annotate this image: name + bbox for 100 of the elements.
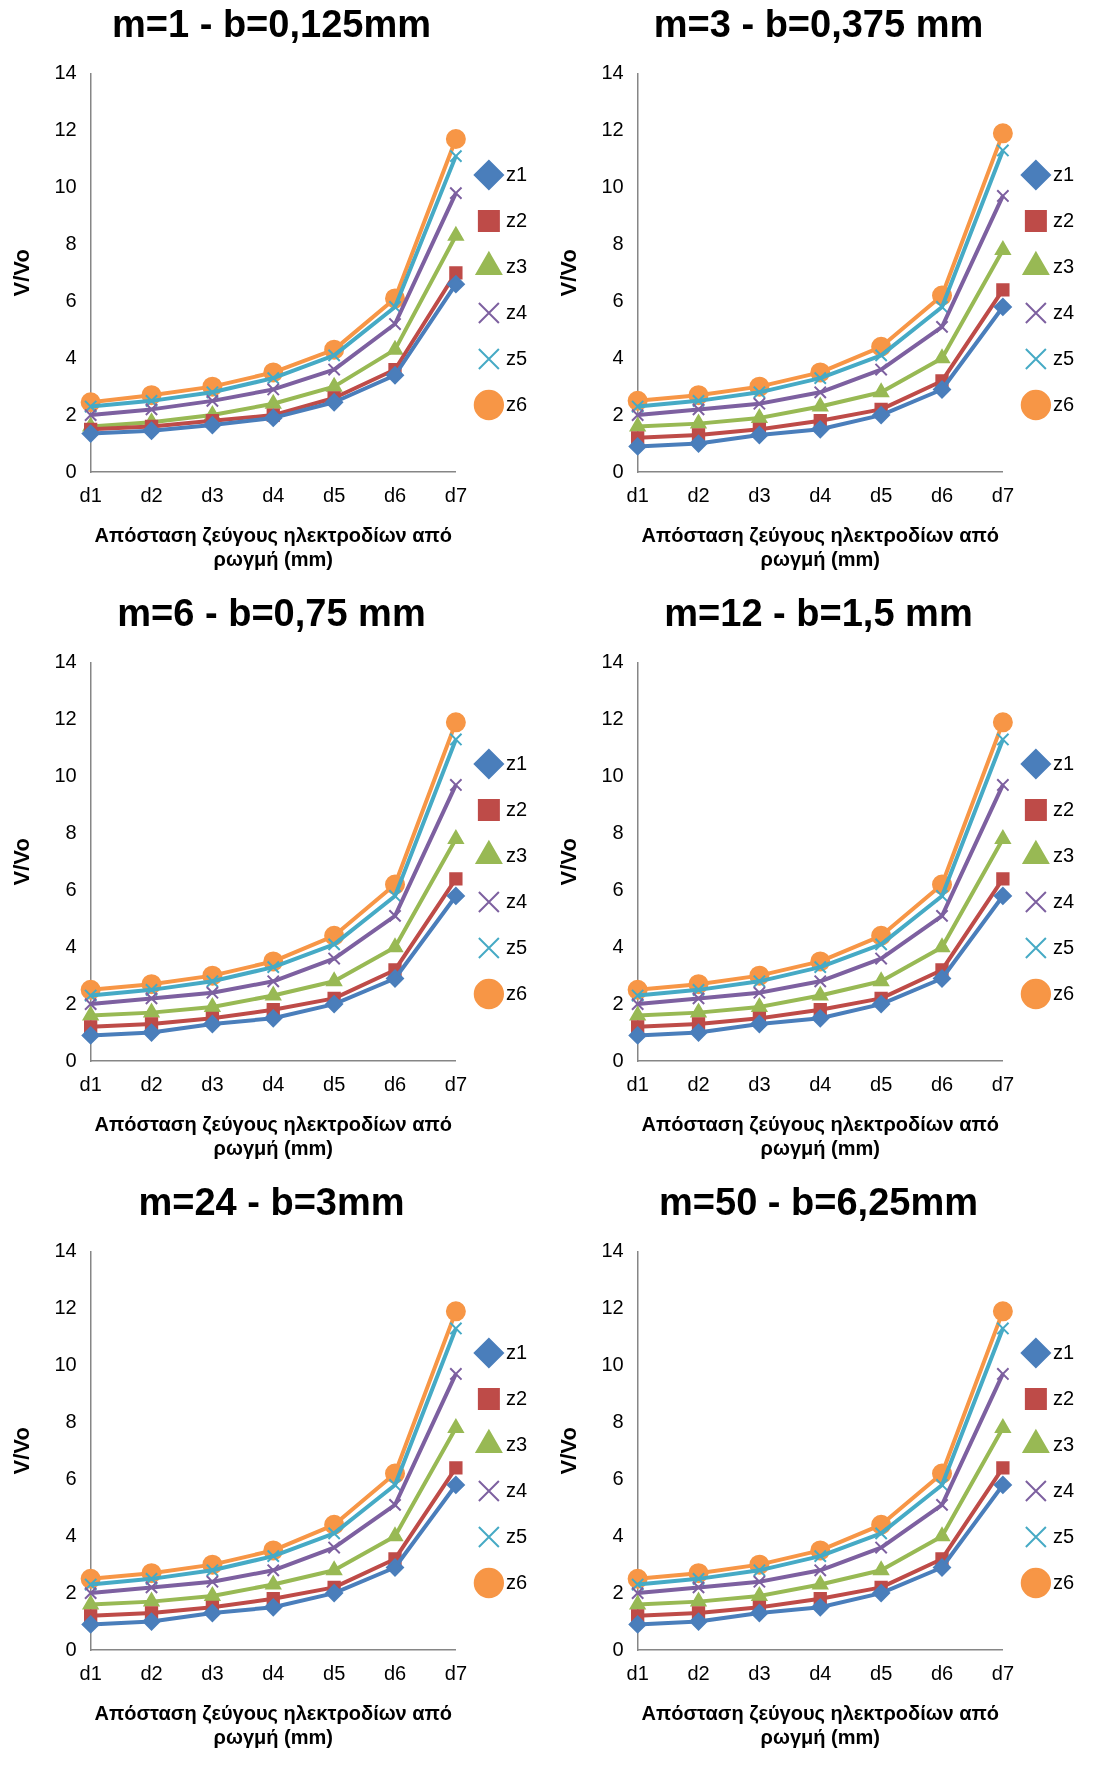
y-tick-label: 6 xyxy=(612,288,624,311)
legend-label: z6 xyxy=(505,1570,527,1593)
y-tick-label: 8 xyxy=(65,820,77,843)
point xyxy=(205,986,220,1000)
legend-label: z5 xyxy=(505,346,527,369)
point xyxy=(752,986,767,1000)
legend-label: z5 xyxy=(1052,1524,1074,1547)
y-tick-label: 0 xyxy=(612,459,624,482)
point xyxy=(690,1592,707,1607)
point xyxy=(143,1592,160,1607)
point xyxy=(447,1419,464,1434)
x-tick-label: d1 xyxy=(79,483,102,506)
y-tick-label: 14 xyxy=(601,1239,624,1262)
point xyxy=(996,778,1010,792)
point xyxy=(449,149,463,163)
point xyxy=(996,1321,1010,1336)
point xyxy=(872,1584,891,1603)
point xyxy=(996,189,1010,203)
point xyxy=(388,1478,402,1492)
point xyxy=(81,1026,100,1045)
point xyxy=(264,1598,283,1617)
point xyxy=(630,1586,645,1600)
y-tick-label: 6 xyxy=(612,1466,624,1489)
point xyxy=(992,712,1013,733)
x-axis-title: Απόσταση ζεύγους ηλεκτροδίων από ρωγμή (mm) xyxy=(641,1112,1000,1159)
y-tick-label: 10 xyxy=(54,763,77,786)
x-tick-label: d6 xyxy=(383,1661,407,1684)
y-tick-label: 8 xyxy=(612,231,624,254)
point xyxy=(628,437,647,456)
legend-label: z6 xyxy=(505,392,527,415)
x-tick-label: d6 xyxy=(383,1072,407,1095)
y-tick-label: 12 xyxy=(54,1296,77,1319)
point xyxy=(388,909,402,923)
x-tick-label: d5 xyxy=(870,1072,893,1095)
point xyxy=(83,408,98,422)
y-tick-label: 10 xyxy=(54,174,77,197)
point xyxy=(387,1527,403,1542)
x-tick-label: d7 xyxy=(991,1661,1014,1684)
point xyxy=(934,1527,950,1542)
point xyxy=(690,1003,707,1018)
point xyxy=(752,397,767,411)
y-tick-label: 14 xyxy=(601,61,624,84)
y-tick-label: 6 xyxy=(612,877,624,900)
y-tick-label: 12 xyxy=(601,707,624,730)
y-axis-title: V/Vo xyxy=(9,1427,35,1475)
point xyxy=(873,972,890,987)
legend-label: z3 xyxy=(1052,1432,1074,1455)
point xyxy=(266,1563,280,1577)
point xyxy=(874,951,888,966)
point xyxy=(630,408,645,422)
point xyxy=(812,1575,829,1590)
point xyxy=(874,937,888,951)
x-tick-label: d5 xyxy=(870,1661,893,1684)
legend-label: z5 xyxy=(505,935,527,958)
y-tick-label: 10 xyxy=(54,1352,77,1375)
point xyxy=(750,1604,769,1623)
y-tick-label: 2 xyxy=(612,402,624,425)
y-tick-label: 0 xyxy=(65,1637,77,1660)
point xyxy=(203,1604,222,1623)
point xyxy=(326,377,343,392)
point xyxy=(689,434,708,453)
x-axis-title: Απόσταση ζεύγους ηλεκτροδίων από ρωγμή (mm) xyxy=(94,523,453,570)
point xyxy=(82,1006,99,1021)
x-tick-label: d5 xyxy=(323,483,346,506)
point xyxy=(811,1598,830,1617)
point xyxy=(993,1475,1012,1494)
x-tick-label: d2 xyxy=(140,1661,163,1684)
point xyxy=(872,406,891,425)
x-tick-label: d7 xyxy=(444,1661,467,1684)
chart-title: m=50 - b=6,25mm xyxy=(659,1181,978,1224)
point xyxy=(449,1461,463,1475)
y-tick-label: 4 xyxy=(612,934,624,957)
y-axis-title: V/Vo xyxy=(9,838,35,886)
chart-title: m=1 - b=0,125mm xyxy=(112,3,431,46)
point xyxy=(144,402,159,417)
point xyxy=(996,732,1010,747)
point xyxy=(386,969,405,988)
point xyxy=(992,1301,1013,1322)
x-tick-label: d4 xyxy=(809,1661,832,1684)
point xyxy=(325,1584,344,1603)
legend-label: z6 xyxy=(1052,981,1074,1004)
point xyxy=(993,297,1012,316)
legend-label: z1 xyxy=(505,1340,527,1363)
point xyxy=(812,397,829,412)
y-tick-label: 4 xyxy=(65,345,77,368)
y-tick-label: 6 xyxy=(65,288,77,311)
point xyxy=(630,997,645,1011)
point xyxy=(445,1301,466,1322)
x-tick-label: d4 xyxy=(262,1661,285,1684)
point xyxy=(935,909,949,923)
x-tick-label: d2 xyxy=(687,1661,710,1684)
point xyxy=(873,383,890,398)
point xyxy=(629,417,646,432)
point xyxy=(325,393,344,412)
point xyxy=(142,421,161,440)
y-tick-label: 12 xyxy=(601,118,624,141)
point xyxy=(874,1526,888,1540)
x-tick-label: d1 xyxy=(626,1072,649,1095)
point xyxy=(935,1478,949,1492)
legend-label: z5 xyxy=(1052,935,1074,958)
